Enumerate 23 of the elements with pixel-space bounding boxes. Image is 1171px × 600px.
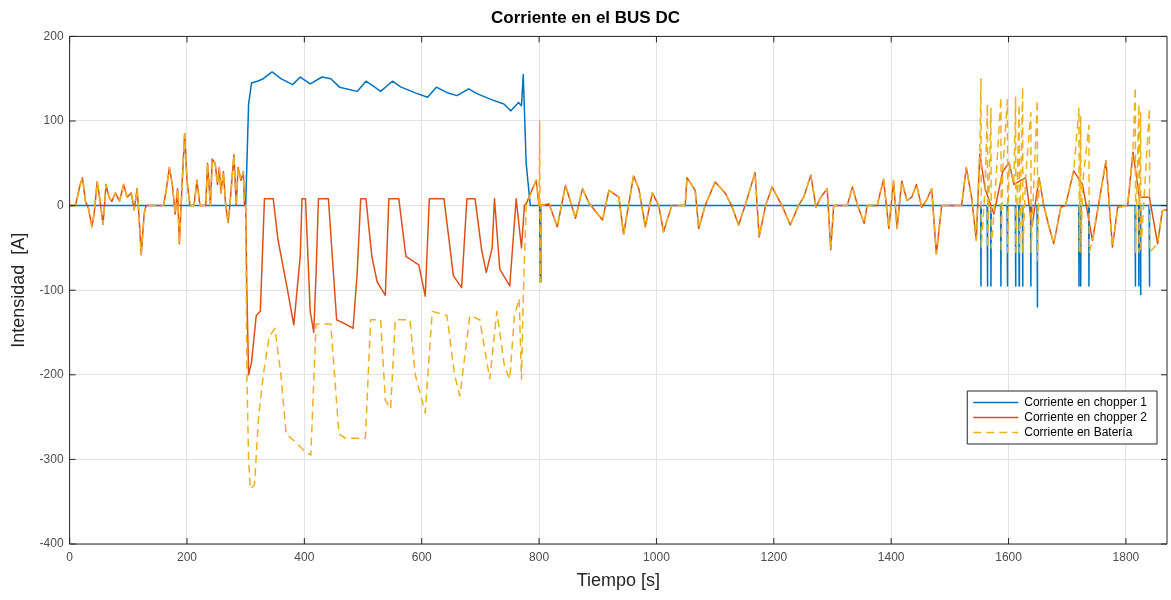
x-tick-label: 1800 (1112, 549, 1140, 564)
x-tick-label: 1200 (760, 549, 788, 564)
x-tick-label: 400 (294, 549, 315, 564)
x-tick-label: 800 (529, 549, 550, 564)
y-tick-label: -100 (39, 282, 64, 297)
x-tick-label: 0 (66, 549, 74, 564)
legend-label: Corriente en chopper 2 (1024, 409, 1148, 424)
y-tick-label: 200 (43, 28, 64, 43)
x-tick-label: 1600 (995, 549, 1023, 564)
y-tick-label: -300 (39, 451, 64, 466)
y-axis-title: Intensidad [A] (7, 232, 28, 348)
y-tick-label: 100 (43, 113, 64, 128)
x-tick-label: 1000 (643, 549, 671, 564)
x-tick-label: 600 (411, 549, 433, 564)
x-axis-title: Tiempo [s] (576, 570, 660, 591)
y-tick-label: -200 (39, 367, 64, 382)
legend-label: Corriente en Batería (1024, 424, 1133, 439)
legend-label: Corriente en chopper 1 (1024, 394, 1148, 409)
chart-title: Corriente en el BUS DC (491, 7, 680, 27)
y-tick-label: 0 (56, 197, 64, 212)
y-tick-label: -400 (39, 536, 64, 551)
x-tick-label: 200 (176, 549, 198, 564)
x-tick-label: 1400 (877, 549, 905, 564)
